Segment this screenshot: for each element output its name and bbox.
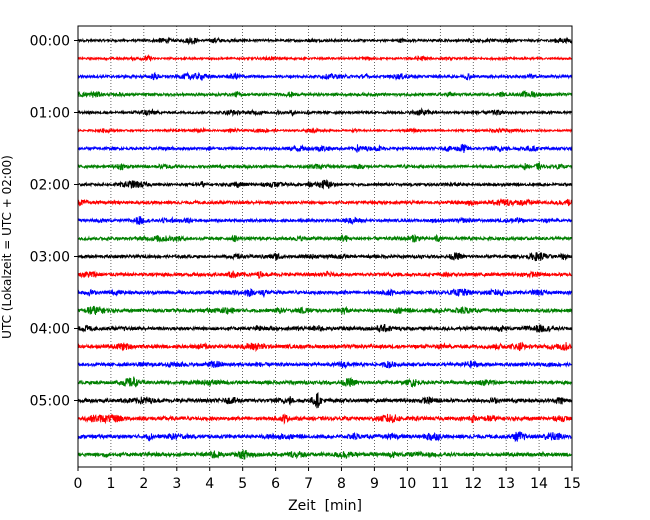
seismogram-trace: [77, 431, 573, 443]
seismogram-trace: [77, 324, 573, 333]
seismogram-trace: [77, 287, 573, 299]
seismogram-trace: [77, 71, 573, 82]
x-tick-label: 12: [464, 476, 482, 492]
x-tick-label: 8: [337, 476, 346, 492]
seismogram-trace: [77, 233, 573, 243]
x-tick-label: 11: [431, 476, 449, 492]
x-tick-label: 5: [238, 476, 247, 492]
seismogram-trace: [77, 89, 573, 99]
seismogram-trace: [77, 305, 573, 315]
seismogram-trace: [77, 36, 573, 46]
x-tick-label: 4: [205, 476, 214, 492]
y-axis-label: UTC (Lokalzeit = UTC + 02:00): [0, 155, 14, 339]
x-tick-label: 10: [398, 476, 416, 492]
trace-group: [77, 36, 573, 460]
y-tick-label: 05:00: [30, 394, 70, 410]
x-tick-label: 1: [106, 476, 115, 492]
y-axis-ticks: 00:00 01:00 02:00 03:00 04:00 05:00: [30, 34, 78, 410]
seismogram-trace: [77, 53, 573, 62]
x-tick-label: 6: [271, 476, 280, 492]
y-tick-label: 03:00: [30, 250, 70, 266]
x-tick-label: 3: [172, 476, 181, 492]
x-tick-label: 7: [304, 476, 313, 492]
y-tick-label: 01:00: [30, 106, 70, 122]
seismogram-trace: [77, 376, 573, 389]
plot-frame: [77, 25, 573, 468]
seismogram-trace: [77, 197, 573, 208]
seismogram-trace: [77, 341, 573, 353]
seismogram-trace: [77, 126, 573, 135]
seismogram-trace: [77, 270, 573, 279]
seismogram-trace: [77, 179, 573, 190]
x-tick-label: 2: [139, 476, 148, 492]
x-tick-label: 9: [370, 476, 379, 492]
seismogram-trace: [77, 252, 573, 262]
seismogram-trace: [77, 413, 573, 425]
seismogram-trace: [77, 107, 573, 117]
seismogram-trace: [77, 216, 573, 226]
seismogram-trace: [77, 359, 573, 370]
seismogram-trace: [77, 449, 573, 460]
x-axis-label: Zeit [min]: [288, 498, 362, 514]
y-tick-label: 02:00: [30, 178, 70, 194]
y-tick-label: 00:00: [30, 34, 70, 50]
x-tick-label: 0: [74, 476, 83, 492]
x-tick-label: 13: [497, 476, 515, 492]
x-axis-ticks: 0 1 2 3 4 5 6 7 8 9 10 11 12 13 14 15: [74, 467, 581, 492]
seismogram-trace: [77, 143, 573, 154]
seismogram-trace: [77, 161, 573, 171]
x-tick-label: 15: [563, 476, 581, 492]
y-tick-label: 04:00: [30, 322, 70, 338]
seismogram-trace: [77, 392, 573, 409]
x-tick-label: 14: [530, 476, 548, 492]
